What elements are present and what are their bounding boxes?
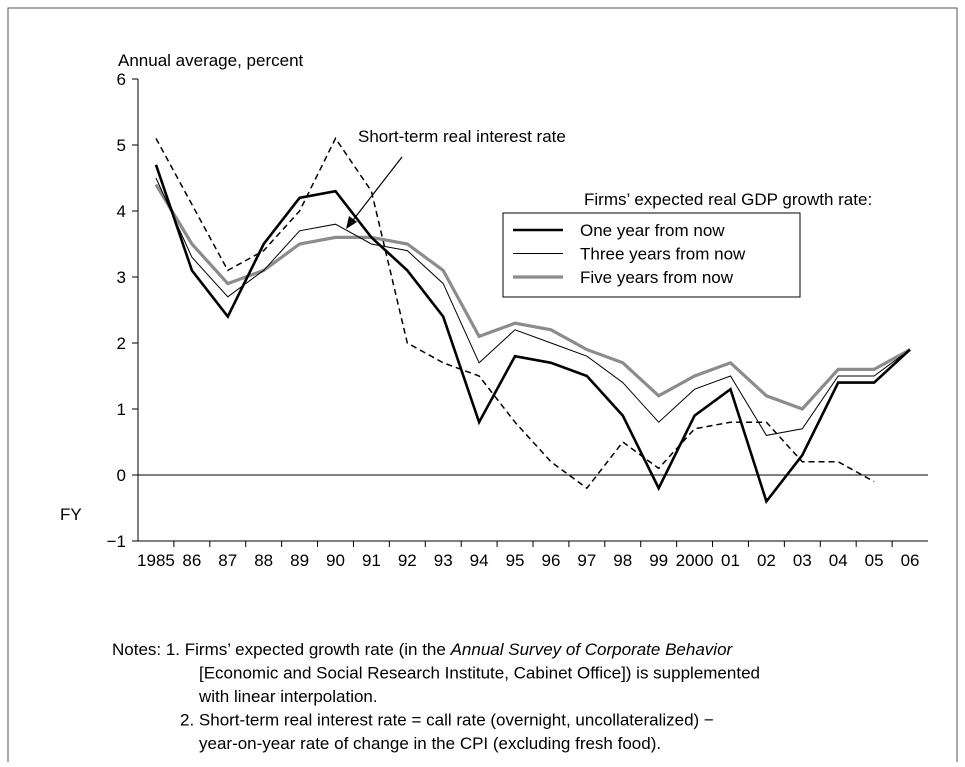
x-tick-label: 99	[649, 551, 668, 570]
x-tick-label: 1985	[137, 551, 175, 570]
x-tick-label: 93	[434, 551, 453, 570]
x-tick-label: 04	[829, 551, 848, 570]
x-tick-label: 89	[290, 551, 309, 570]
x-tick-label: 90	[326, 551, 345, 570]
notes: Notes: 1. Firms’ expected growth rate (i…	[112, 640, 760, 753]
x-tick-label: 95	[506, 551, 525, 570]
series-line	[154, 164, 911, 505]
legend-label: Three years from now	[580, 245, 746, 264]
note-text: 2. Short-term real interest rate = call …	[180, 711, 714, 730]
x-tick-label: 96	[541, 551, 560, 570]
y-tick-label: 6	[117, 70, 126, 89]
x-tick-label: 98	[613, 551, 632, 570]
x-tick-label: 01	[721, 551, 740, 570]
x-tick-label: 91	[362, 551, 381, 570]
y-tick-label: 3	[117, 268, 126, 287]
x-tick-label: 97	[577, 551, 596, 570]
note-text: with linear interpolation.	[198, 687, 378, 706]
legend-box	[502, 212, 801, 298]
x-tick-label: 06	[901, 551, 920, 570]
annotation-arrow	[349, 156, 403, 225]
y-tick-label: 0	[117, 466, 126, 485]
note-text: Notes: 1. Firms’ expected growth rate (i…	[112, 640, 451, 659]
arrowhead	[346, 216, 357, 229]
y-axis-label: Annual average, percent	[118, 51, 304, 70]
y-tick-label: 1	[117, 400, 126, 419]
annotation: Short-term real interest rate	[358, 127, 566, 146]
series-line	[155, 136, 875, 490]
x-prefix: FY	[60, 505, 82, 524]
legend-label: One year from now	[580, 221, 725, 240]
note-text: year-on-year rate of change in the CPI (…	[199, 734, 661, 753]
x-tick-label: 88	[254, 551, 273, 570]
x-tick-label: 05	[865, 551, 884, 570]
x-tick-label: 86	[182, 551, 201, 570]
x-tick-label: 02	[757, 551, 776, 570]
series-line	[155, 177, 911, 436]
frame	[7, 7, 958, 767]
note-text: Annual Survey of Corporate Behavior	[450, 640, 734, 659]
x-tick-label: 03	[793, 551, 812, 570]
legend-label: Five years from now	[580, 268, 734, 287]
y-tick-label: 2	[117, 334, 126, 353]
x-tick-label: 94	[470, 551, 489, 570]
legend-title: Firms’ expected real GDP growth rate:	[584, 190, 872, 209]
y-tick-label: 4	[117, 202, 126, 221]
x-tick-label: 87	[218, 551, 237, 570]
y-tick-label: 5	[117, 136, 126, 155]
x-tick-label: 2000	[676, 551, 714, 570]
note-text: [Economic and Social Research Institute,…	[199, 664, 760, 683]
x-tick-label: 92	[398, 551, 417, 570]
series-line	[154, 183, 911, 411]
y-tick-label: −1	[107, 532, 126, 551]
